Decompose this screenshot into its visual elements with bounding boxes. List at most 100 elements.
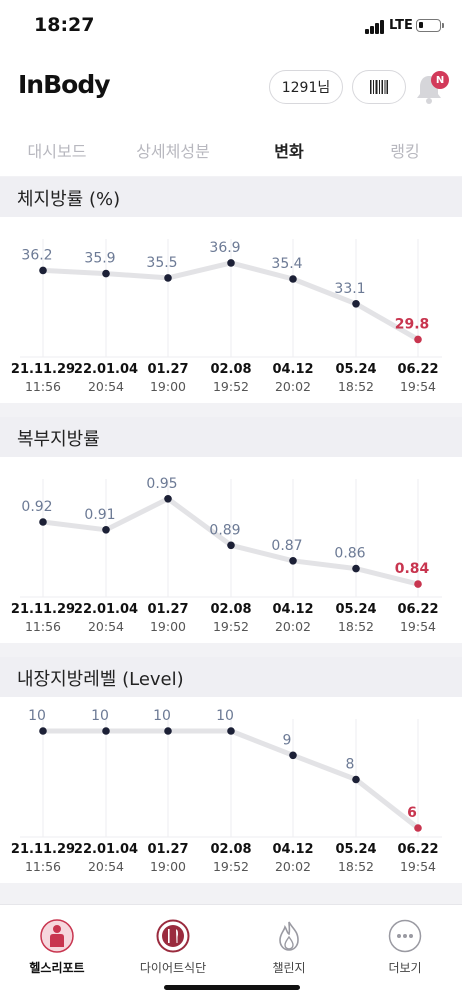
section-header-abdominal-fat: 복부지방률 — [0, 417, 462, 457]
value-label: 35.4 — [271, 256, 302, 272]
x-tick-date: 06.22 — [397, 842, 438, 857]
x-tick-date: 22.01.04 — [74, 602, 138, 617]
nav-health-report[interactable]: 헬스리포트 — [12, 919, 102, 976]
value-label: 8 — [346, 757, 355, 773]
section-title: 내장지방레벨 (Level) — [17, 669, 184, 690]
value-label: 10 — [28, 708, 46, 724]
bottom-nav: 헬스리포트 다이어트식단 챌린지 더보기 — [0, 904, 462, 1000]
data-point — [227, 541, 235, 550]
status-bar: 18:27 LTE — [0, 0, 462, 56]
data-point — [39, 518, 47, 526]
x-tick-time: 20:02 — [275, 379, 311, 394]
value-label: 0.91 — [84, 507, 115, 523]
x-tick-time: 19:52 — [213, 859, 249, 874]
x-tick-date: 01.27 — [147, 842, 188, 857]
x-tick-time: 11:56 — [25, 619, 61, 634]
data-point — [414, 824, 422, 832]
x-tick-time: 18:52 — [338, 379, 374, 394]
x-tick-date: 21.11.29 — [11, 362, 75, 377]
x-tick-date: 04.12 — [272, 362, 313, 377]
x-tick-date: 02.08 — [210, 842, 251, 857]
x-tick-date: 21.11.29 — [11, 602, 75, 617]
value-label: 0.89 — [209, 522, 240, 538]
x-tick-date: 22.01.04 — [74, 842, 138, 857]
tab-detail-composition[interactable]: 상세체성분 — [136, 142, 210, 161]
value-label: 9 — [283, 732, 292, 748]
data-point — [289, 275, 297, 283]
x-tick-date: 02.08 — [210, 602, 251, 617]
signal-icon — [365, 20, 385, 34]
section-title: 체지방률 (%) — [17, 189, 121, 210]
x-tick-date: 04.12 — [272, 842, 313, 857]
x-tick-date: 05.24 — [335, 842, 376, 857]
value-label: 0.87 — [271, 538, 302, 554]
abdominal-fat-chart: 0.92 21.11.29 11:56 0.91 22.01.04 20:54 0.95 01… — [11, 476, 442, 634]
data-point — [352, 775, 360, 784]
x-tick-time: 20:54 — [88, 619, 124, 634]
x-tick-date: 05.24 — [335, 362, 376, 377]
status-time: 18:27 — [34, 14, 95, 36]
value-label: 36.2 — [21, 247, 52, 263]
data-point — [414, 335, 422, 344]
chart-card-body-fat: 36.2 21.11.29 11:56 35.9 22.01.04 20:54 35.5 01… — [0, 217, 462, 403]
nav-challenge[interactable]: 챌린지 — [244, 919, 334, 976]
diet-plate-icon — [156, 919, 190, 953]
x-tick-time: 19:00 — [150, 619, 186, 634]
x-tick-time: 19:00 — [150, 379, 186, 394]
x-tick-date: 01.27 — [147, 362, 188, 377]
value-label: 0.95 — [146, 476, 177, 492]
value-label: 10 — [91, 708, 109, 724]
x-tick-time: 18:52 — [338, 619, 374, 634]
x-tick-time: 20:02 — [275, 859, 311, 874]
data-point — [352, 300, 360, 308]
nav-diet[interactable]: 다이어트식단 — [128, 919, 218, 976]
barcode-button[interactable] — [352, 70, 406, 104]
value-label: 10 — [153, 708, 171, 724]
tab-ranking[interactable]: 랭킹 — [390, 142, 420, 161]
nav-more[interactable]: 더보기 — [360, 919, 450, 976]
tab-dashboard[interactable]: 대시보드 — [27, 142, 87, 161]
section-header-visceral-fat: 내장지방레벨 (Level) — [0, 657, 462, 697]
x-tick-date: 22.01.04 — [74, 362, 138, 377]
nav-label: 챌린지 — [272, 961, 306, 975]
data-point — [289, 557, 297, 565]
data-point — [102, 727, 110, 735]
x-tick-time: 19:52 — [213, 619, 249, 634]
data-point — [164, 727, 172, 735]
value-label: 35.5 — [146, 255, 177, 271]
x-tick-date: 02.08 — [210, 362, 251, 377]
value-label: 0.84 — [395, 561, 430, 577]
x-tick-date: 06.22 — [397, 602, 438, 617]
data-point — [227, 259, 235, 267]
user-button[interactable]: 1291님 — [269, 70, 343, 104]
notification-button[interactable]: N — [414, 68, 450, 108]
x-tick-time: 19:00 — [150, 859, 186, 874]
x-tick-time: 20:54 — [88, 859, 124, 874]
user-label: 1291님 — [281, 80, 331, 96]
more-dots-icon — [388, 919, 422, 953]
value-label: 29.8 — [395, 316, 430, 332]
battery-icon — [416, 19, 444, 32]
x-tick-date: 05.24 — [335, 602, 376, 617]
body-fat-chart: 36.2 21.11.29 11:56 35.9 22.01.04 20:54 35.5 01… — [11, 239, 442, 394]
data-point — [39, 266, 47, 275]
value-label: 36.9 — [209, 240, 240, 256]
data-point — [102, 269, 110, 278]
x-tick-time: 18:52 — [338, 859, 374, 874]
visceral-fat-chart: 10 21.11.29 11:56 10 22.01.04 20:54 10 01.27 19:… — [11, 708, 442, 874]
x-tick-time: 19:54 — [400, 379, 436, 394]
data-point — [414, 580, 422, 588]
value-label: 33.1 — [334, 281, 365, 297]
chart-card-abdominal-fat: 0.92 21.11.29 11:56 0.91 22.01.04 20:54 0.95 01… — [0, 457, 462, 643]
data-point — [164, 274, 172, 282]
data-point — [164, 495, 172, 503]
nav-label: 헬스리포트 — [29, 961, 85, 975]
x-tick-time: 19:54 — [400, 619, 436, 634]
x-tick-time: 19:52 — [213, 379, 249, 394]
notification-badge: N — [431, 71, 449, 89]
value-label: 10 — [216, 708, 234, 724]
tab-change[interactable]: 변화 — [274, 142, 304, 161]
data-point — [289, 751, 297, 760]
barcode-icon — [370, 80, 388, 94]
home-indicator — [164, 985, 300, 990]
